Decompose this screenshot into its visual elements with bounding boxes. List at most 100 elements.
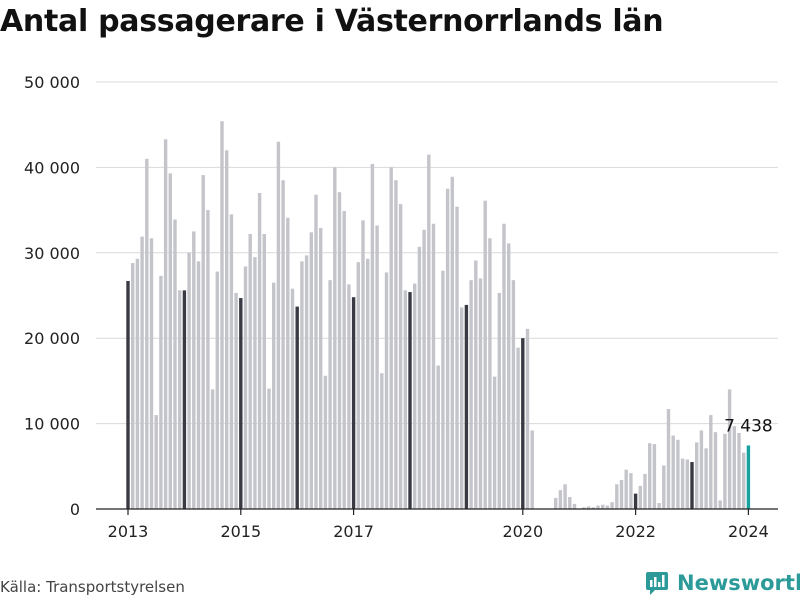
bar	[511, 280, 516, 509]
bar	[154, 415, 158, 509]
bar	[563, 484, 567, 509]
source-note: Källa: Transportstyrelsen	[0, 578, 185, 596]
bar	[464, 304, 469, 509]
bar	[737, 432, 741, 509]
bar	[281, 180, 285, 509]
bar	[333, 167, 337, 509]
bar	[605, 505, 610, 509]
bar	[342, 210, 346, 510]
bar	[178, 290, 182, 509]
bar	[643, 473, 647, 509]
bar	[413, 283, 417, 509]
bar	[474, 260, 478, 509]
bar	[220, 121, 224, 509]
y-tick-label: 0	[70, 500, 80, 519]
bar	[521, 338, 525, 509]
bar	[671, 435, 675, 509]
bar	[662, 465, 666, 509]
bar	[309, 232, 313, 509]
bar	[253, 257, 257, 509]
bar	[422, 229, 426, 509]
bar	[370, 163, 375, 509]
bar	[507, 243, 511, 509]
y-tick-label: 20 000	[24, 329, 80, 348]
bars	[126, 121, 751, 510]
bar	[441, 270, 445, 509]
bar	[295, 306, 299, 509]
bar	[140, 236, 144, 509]
bar	[398, 204, 403, 509]
bar	[629, 473, 633, 509]
bar	[403, 290, 407, 509]
x-tick-label: 2013	[108, 522, 149, 541]
bar	[497, 292, 501, 509]
bar	[286, 217, 290, 509]
bar	[502, 223, 506, 509]
bar	[483, 200, 487, 509]
bar	[427, 154, 431, 509]
bar	[648, 443, 652, 509]
bar	[699, 430, 704, 509]
bar	[695, 442, 699, 509]
bar	[351, 297, 356, 509]
bar	[384, 272, 389, 509]
bar	[450, 176, 454, 509]
bar	[272, 282, 276, 509]
bar	[347, 284, 351, 509]
bar	[380, 373, 384, 509]
bar	[619, 479, 624, 509]
bar	[394, 180, 398, 509]
bar	[196, 261, 201, 509]
bar	[356, 262, 360, 509]
y-tick-label: 10 000	[24, 415, 80, 434]
bar	[746, 445, 751, 509]
bar	[319, 228, 323, 509]
bar	[680, 458, 685, 509]
bar	[145, 158, 149, 510]
bar	[182, 290, 187, 509]
bar	[300, 261, 304, 509]
x-tick-label: 2020	[502, 522, 543, 541]
bar	[229, 214, 234, 509]
latest-value-label: 7 438	[724, 416, 773, 436]
bar	[361, 220, 365, 509]
bar	[488, 238, 492, 510]
y-tick-label: 40 000	[24, 158, 80, 177]
bar	[455, 206, 459, 509]
bar	[615, 484, 619, 509]
bar	[478, 278, 483, 509]
bar	[742, 452, 746, 509]
bar	[633, 493, 638, 509]
bar	[530, 430, 534, 509]
bar	[417, 246, 422, 509]
y-axis: 0 10 000 20 000 30 000 40 000 50 000	[24, 73, 80, 519]
bar	[225, 150, 229, 509]
bar	[718, 500, 722, 509]
bar	[201, 175, 205, 509]
bar	[173, 219, 177, 509]
bar	[187, 252, 191, 510]
bar	[690, 462, 694, 509]
bar	[554, 497, 558, 509]
bar	[159, 275, 163, 509]
bar	[408, 292, 412, 509]
bar	[596, 505, 600, 509]
y-tick-label: 50 000	[24, 73, 80, 92]
x-tick-label: 2024	[728, 522, 769, 541]
bar	[210, 389, 215, 509]
annotations: 7 438	[724, 416, 773, 436]
bar	[375, 225, 379, 510]
bar	[276, 141, 281, 509]
bar	[215, 271, 219, 509]
bar	[290, 288, 295, 509]
bar	[652, 444, 657, 509]
bar	[149, 238, 154, 510]
brand-logo[interactable]: Newsworthy	[645, 570, 800, 596]
bar	[572, 503, 577, 509]
gridlines	[96, 81, 778, 425]
bar	[676, 439, 680, 509]
bar	[163, 139, 168, 509]
bar	[328, 280, 332, 509]
bar	[131, 263, 135, 509]
